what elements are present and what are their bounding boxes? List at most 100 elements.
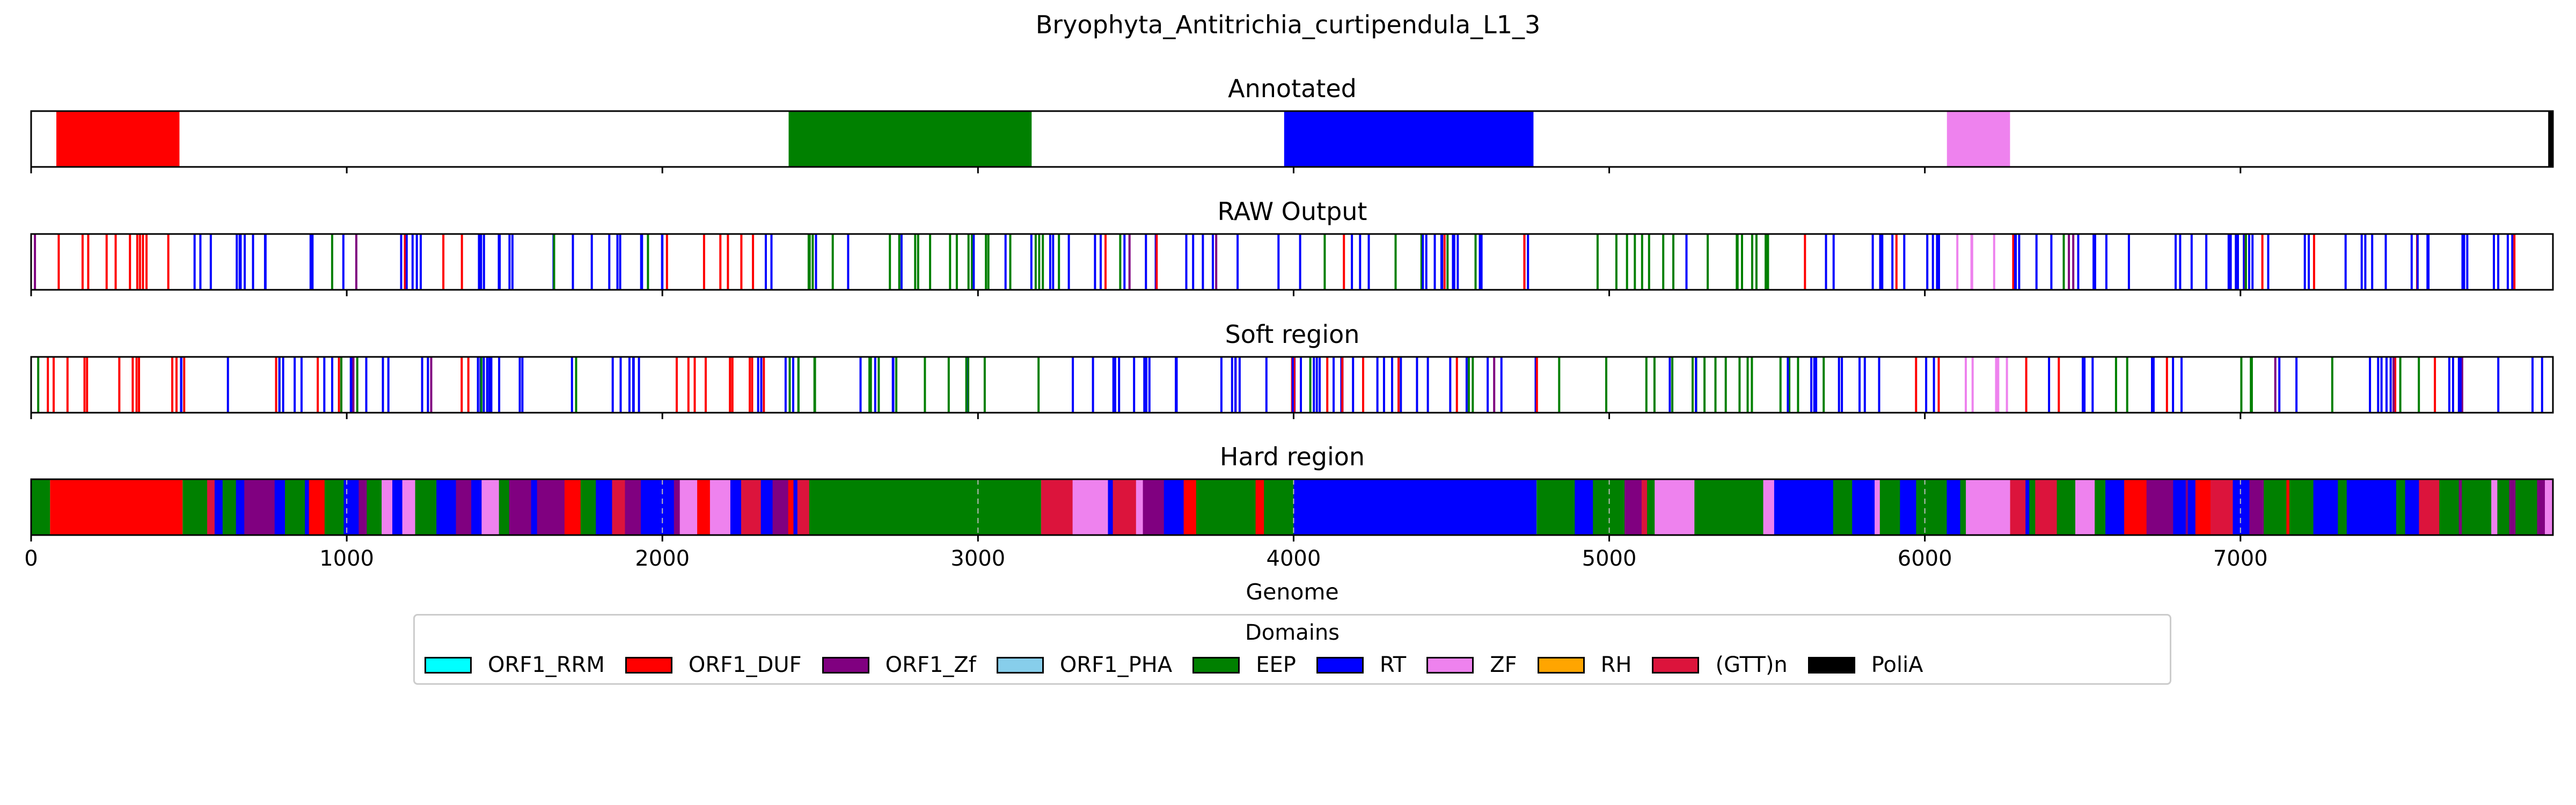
mark-RT <box>2346 479 2359 535</box>
mark-RT <box>2152 357 2155 413</box>
mark-RT <box>498 357 501 413</box>
mark-ORF1Zf <box>2249 479 2264 535</box>
mark-ORF1Zf <box>244 479 255 535</box>
mark-EEP <box>575 357 577 413</box>
mark-RT <box>2461 234 2464 290</box>
mark-EEP <box>2029 479 2036 535</box>
mark-RT <box>1094 234 1096 290</box>
mark-ORF1Zf <box>778 479 789 535</box>
mark-RT <box>1931 234 1934 290</box>
mark-EEP <box>1648 234 1650 290</box>
mark-EEP <box>2126 357 2128 413</box>
mark-EEP <box>1641 234 1643 290</box>
legend-item: (GTT)n <box>1652 653 1788 677</box>
mark-EEP <box>1823 357 1825 413</box>
mark-EEP <box>1916 479 1928 535</box>
mark-ORF1Zf <box>255 479 275 535</box>
mark-RT <box>1202 234 1204 290</box>
mark-RT <box>1212 234 1214 290</box>
mark-EEP <box>205 479 208 535</box>
mark-RT <box>1426 357 1429 413</box>
mark-EEP <box>1741 234 1743 290</box>
mark-EEP <box>1034 234 1037 290</box>
mark-EEP <box>1879 479 1884 535</box>
mark-RT <box>239 234 242 290</box>
mark-RT <box>1925 357 1928 413</box>
legend-swatch <box>1807 656 1855 674</box>
mark-RT <box>1351 234 1353 290</box>
mark-EEP <box>1779 357 1782 413</box>
mark-EEP <box>1736 234 1739 290</box>
mark-RT <box>2506 234 2509 290</box>
mark-RT <box>2251 234 2254 290</box>
mark-EEP <box>955 234 958 290</box>
mark-RT <box>1315 357 1318 413</box>
mark-RT <box>2369 357 2372 413</box>
mark-ORF1DUF <box>460 357 463 413</box>
track-frame <box>30 233 2554 291</box>
mark-EEP <box>1746 357 1749 413</box>
mark-RT <box>2035 234 2038 290</box>
mark-RT <box>1145 234 1147 290</box>
x-tick-label: 6000 <box>1898 546 1952 571</box>
x-tick-label: 0 <box>24 546 38 571</box>
mark-RT <box>1100 234 1102 290</box>
mark-EEP <box>285 479 305 535</box>
mark-RT <box>765 234 767 290</box>
mark-EEP <box>788 357 791 413</box>
mark-ORF1Zf <box>34 234 36 290</box>
mark-RT <box>1575 479 1591 535</box>
mark-RT <box>2018 234 2021 290</box>
mark-RT <box>350 357 353 413</box>
mark-EEP <box>947 357 950 413</box>
mark-RT <box>343 479 359 535</box>
mark-RT <box>1810 357 1813 413</box>
legend-items: ORF1_RRM ORF1_DUF ORF1_Zf ORF1_PHA EEP RT ZF RH… <box>425 653 1944 677</box>
mark-EEP <box>1751 234 1753 290</box>
track-frame <box>30 110 2554 168</box>
mark-EEP <box>2515 479 2538 535</box>
mark-ORF1DUF <box>338 357 340 413</box>
mark-EEP <box>1703 357 1706 413</box>
mark-RT <box>2014 234 2016 290</box>
mark-RT <box>2094 234 2096 290</box>
mark-ZF <box>1971 357 1974 413</box>
mark-ORF1DUF <box>676 357 678 413</box>
mark-EEP <box>2250 357 2252 413</box>
mark-RT <box>1787 357 1789 413</box>
mark-RT <box>1825 234 1827 290</box>
mark-EEP <box>971 234 973 290</box>
mark-ZF <box>1956 234 1959 290</box>
mark-GTTn <box>1041 479 1063 535</box>
mark-EEP <box>1797 357 1799 413</box>
mark-ORF1DUF <box>53 357 55 413</box>
mark-EEP <box>895 357 898 413</box>
mark-EEP <box>1309 357 1312 413</box>
mark-RT <box>730 479 742 535</box>
mark-EEP <box>1038 234 1041 290</box>
mark-ORF1DUF <box>1455 357 1458 413</box>
mark-ORF1DUF <box>740 234 743 290</box>
mark-EEP <box>1672 234 1674 290</box>
mark-ORF1DUF <box>788 479 794 535</box>
mark-RT <box>596 479 613 535</box>
mark-EEP <box>1446 234 1449 290</box>
segment-EEP <box>810 479 1041 535</box>
mark-RT <box>2380 357 2383 413</box>
mark-ORF1Zf <box>625 479 641 535</box>
legend-swatch <box>996 656 1044 674</box>
legend-item: ZF <box>1426 653 1517 677</box>
mark-EEP <box>1238 479 1256 535</box>
mark-RT <box>411 234 414 290</box>
mark-RT <box>244 234 246 290</box>
mark-RT <box>531 479 538 535</box>
mark-RT <box>236 479 245 535</box>
mark-ORF1Zf <box>2156 479 2174 535</box>
mark-EEP <box>1634 234 1636 290</box>
mark-RT <box>420 234 422 290</box>
mark-ORF1Zf <box>355 234 357 290</box>
mark-ORF1DUF <box>1443 234 1446 290</box>
mark-ORF1DUF <box>727 234 729 290</box>
mark-RT <box>2235 234 2237 290</box>
mark-EEP <box>1927 479 1934 535</box>
